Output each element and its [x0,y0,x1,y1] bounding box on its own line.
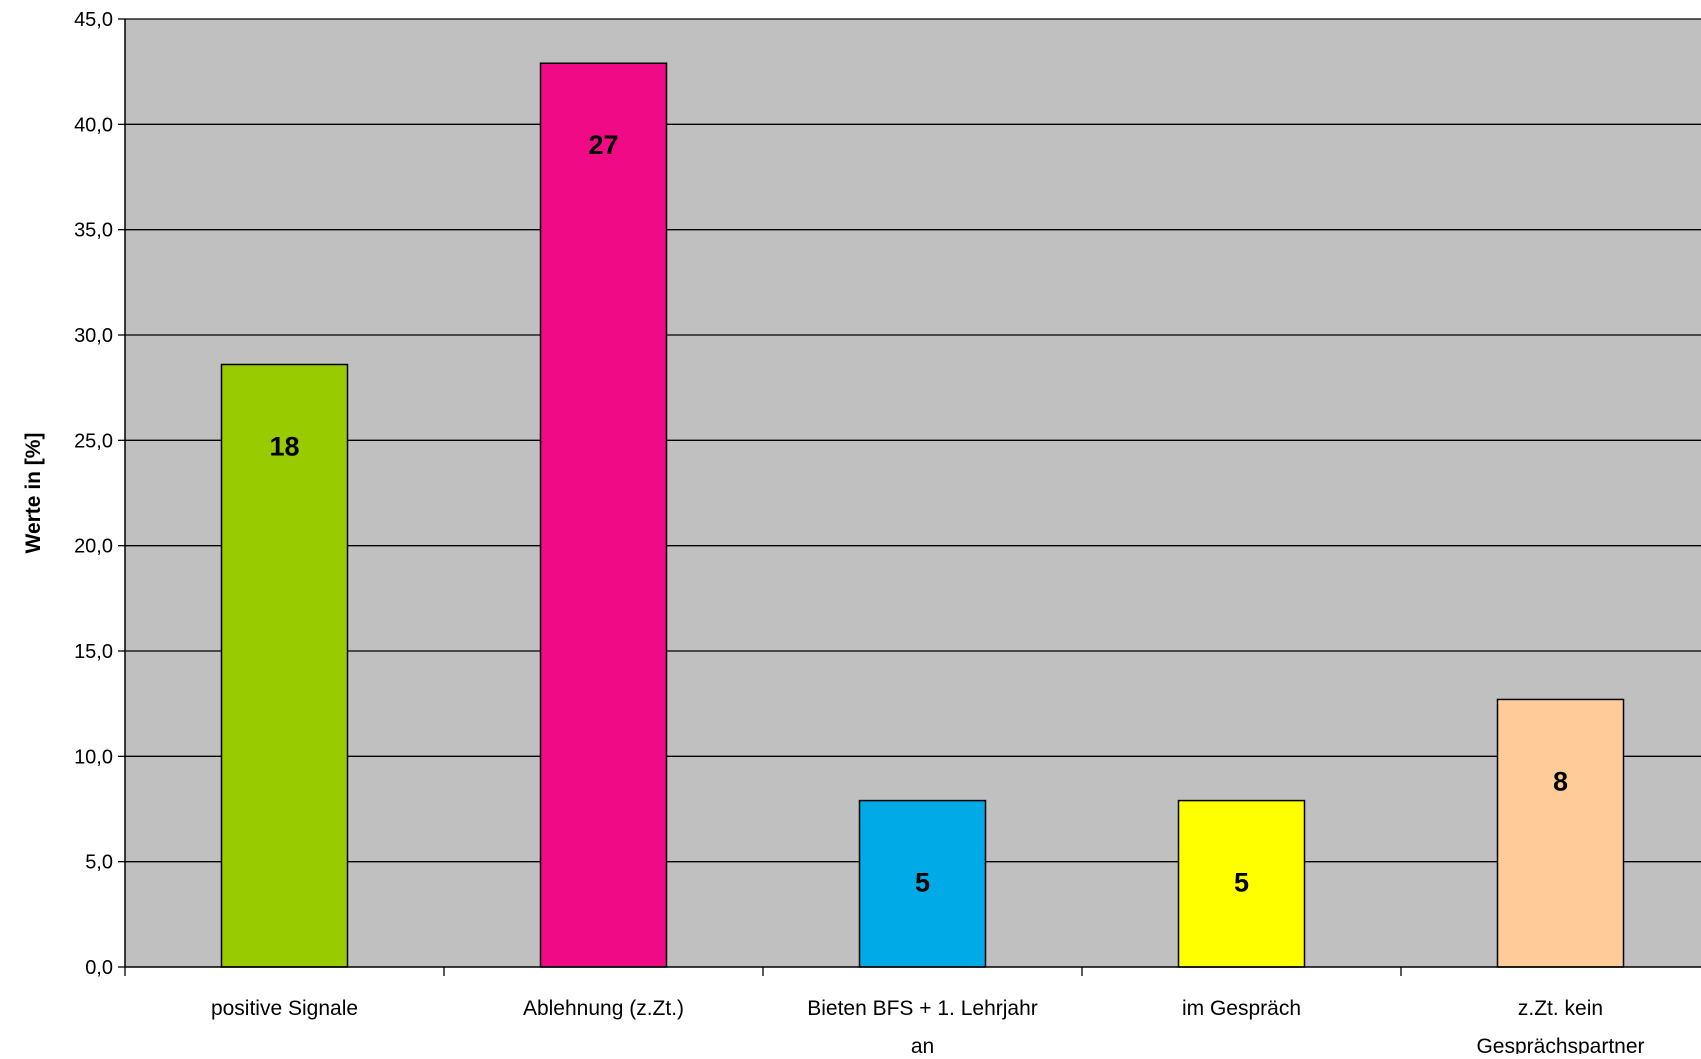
y-axis-title: Werte in [%] [22,433,45,554]
data-label: 5 [915,868,930,898]
category-label: Gesprächspartner [1476,1035,1644,1054]
bar [1177,799,1306,968]
y-tick-label: 25,0 [74,430,113,452]
bar [1496,698,1625,968]
y-tick-label: 35,0 [74,220,113,242]
bars [220,62,1625,968]
data-label: 27 [588,130,618,160]
category-label: Bieten BFS + 1. Lehrjahr [807,997,1038,1020]
bar [539,62,668,968]
y-tick-label: 5,0 [85,852,113,874]
category-label: an [911,1035,934,1054]
y-tick-label: 10,0 [74,746,113,768]
category-label: Ablehnung (z.Zt.) [523,997,684,1020]
category-label: positive Signale [211,997,358,1020]
bar [220,363,349,968]
y-tick-label: 45,0 [74,9,113,31]
data-label: 5 [1234,868,1249,898]
data-labels: 18 27 5 5 8 [269,130,1568,897]
axes [124,19,1701,968]
y-tick-label: 20,0 [74,536,113,558]
y-tick-label: 15,0 [74,641,113,663]
y-tick-label: 30,0 [74,325,113,347]
y-tick-label: 0,0 [85,957,113,979]
x-axis-ticks [124,967,1402,976]
bar [858,799,987,968]
category-label: im Gespräch [1182,997,1301,1020]
gridlines [125,18,1701,863]
data-label: 18 [269,431,299,461]
data-label: 8 [1553,766,1568,796]
y-axis-ticks: 0,0 5,0 10,0 15,0 20,0 25,0 30,0 35,0 40,0 45,0 [74,9,125,979]
y-tick-label: 40,0 [74,114,113,136]
category-label: z.Zt. kein [1518,997,1603,1020]
category-labels: positive Signale Ablehnung (z.Zt.) Bieten … [211,997,1645,1058]
